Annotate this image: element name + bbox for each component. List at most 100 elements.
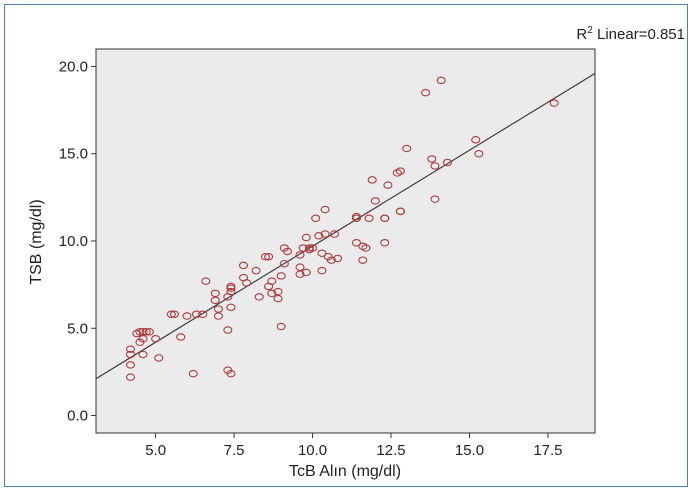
plot-area [95, 48, 596, 434]
data-point [188, 369, 198, 378]
data-point [154, 354, 164, 362]
y-tick-label: 15.0 [59, 146, 88, 163]
data-point [395, 207, 405, 216]
data-point [320, 230, 330, 238]
data-point [427, 155, 437, 163]
data-point [333, 254, 343, 263]
data-point [238, 261, 249, 270]
data-point [125, 361, 136, 369]
data-point [420, 88, 431, 97]
data-point [125, 350, 136, 359]
data-point [380, 238, 390, 247]
data-point [125, 345, 136, 353]
fit-line [96, 72, 595, 380]
data-point [301, 268, 311, 277]
y-tick-labels: 0.0 5.0 10.0 15.0 20.0 [59, 58, 88, 424]
data-point [213, 312, 223, 320]
data-point [226, 303, 236, 312]
data-points [125, 76, 559, 381]
data-point [135, 328, 145, 336]
data-point [198, 310, 208, 319]
y-tick-label: 10.0 [59, 233, 88, 250]
data-point [201, 277, 211, 285]
data-point [267, 289, 277, 298]
data-point [307, 244, 318, 252]
data-point [169, 310, 180, 319]
y-tick-label: 5.0 [67, 320, 88, 337]
data-point [326, 256, 336, 264]
data-point [138, 350, 148, 359]
x-tick-label: 7.5 [224, 442, 245, 459]
data-point [267, 277, 277, 285]
data-point [279, 259, 289, 268]
x-tick-label: 12.5 [376, 442, 405, 459]
x-tick-labels: 5.0 7.5 10.0 12.5 15.0 17.5 [145, 442, 562, 459]
r2-label: R2 Linear=0.851 [576, 25, 685, 43]
tick-marks [91, 65, 549, 438]
data-point [273, 294, 283, 303]
data-point [298, 244, 308, 252]
data-point [364, 214, 374, 223]
data-point [144, 328, 154, 336]
data-point [320, 205, 330, 214]
data-point [351, 238, 362, 247]
data-point [295, 270, 305, 278]
data-point [210, 289, 220, 298]
data-point [213, 305, 223, 313]
data-point [436, 76, 446, 85]
data-point [367, 176, 377, 184]
data-point [402, 144, 412, 153]
data-point [282, 247, 292, 256]
data-point [317, 266, 327, 275]
data-point [226, 287, 236, 296]
data-point [125, 373, 136, 381]
data-point [380, 214, 390, 223]
data-point [295, 251, 305, 259]
data-point [141, 328, 151, 336]
data-point [138, 328, 148, 336]
data-point [223, 326, 233, 334]
chart-frame: 5.0 7.5 10.0 12.5 15.0 17.5 0.0 5.0 10.0 15.0 20.… [4, 4, 688, 487]
data-point [549, 99, 559, 107]
y-axis-title: TSB (mg/dl) [28, 199, 45, 284]
data-point [251, 266, 261, 275]
data-point [351, 214, 362, 223]
data-point [276, 272, 286, 280]
y-tick-label: 20.0 [59, 58, 88, 75]
data-point [273, 287, 283, 296]
data-point [264, 252, 274, 261]
data-point [226, 282, 236, 291]
y-tick-label: 0.0 [67, 408, 88, 425]
data-point [430, 195, 440, 203]
data-point [295, 263, 305, 271]
data-point [442, 158, 453, 167]
data-point [182, 312, 192, 320]
data-point [276, 322, 286, 331]
data-point [210, 296, 220, 305]
data-point [301, 233, 311, 242]
data-point [370, 197, 380, 205]
data-point [311, 214, 321, 223]
data-point [329, 230, 340, 238]
data-point [260, 252, 271, 261]
x-tick-label: 5.0 [145, 442, 166, 459]
data-point [176, 333, 186, 341]
data-point [138, 334, 148, 343]
data-point [471, 136, 481, 144]
data-point [242, 279, 252, 287]
data-point [254, 293, 264, 301]
data-point [361, 244, 371, 252]
x-tick-label: 17.5 [533, 442, 562, 459]
data-point [314, 232, 324, 240]
data-point [151, 334, 161, 343]
x-tick-label: 10.0 [298, 442, 327, 459]
data-point [166, 310, 176, 319]
data-point [191, 310, 201, 319]
data-point [383, 181, 393, 189]
scatter-chart: 5.0 7.5 10.0 12.5 15.0 17.5 0.0 5.0 10.0 15.0 20.… [28, 25, 685, 480]
x-axis-title: TcB Alın (mg/dl) [289, 463, 401, 480]
data-point [358, 256, 368, 264]
data-point [474, 149, 484, 158]
data-point [430, 162, 440, 170]
data-point [317, 249, 327, 257]
